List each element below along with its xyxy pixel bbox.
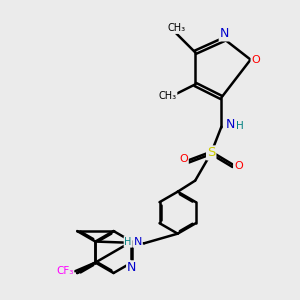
Text: N: N: [226, 118, 236, 131]
Text: N: N: [127, 261, 136, 274]
Text: O: O: [234, 161, 243, 171]
Text: H: H: [124, 237, 132, 247]
Text: O: O: [179, 154, 188, 164]
Text: H: H: [236, 121, 243, 131]
Text: O: O: [251, 55, 260, 64]
Text: CH₃: CH₃: [167, 23, 185, 33]
Text: N: N: [220, 28, 229, 40]
Text: N: N: [134, 237, 142, 247]
Text: CF₃: CF₃: [56, 266, 74, 276]
Text: S: S: [207, 146, 215, 159]
Text: CH₃: CH₃: [158, 91, 177, 101]
